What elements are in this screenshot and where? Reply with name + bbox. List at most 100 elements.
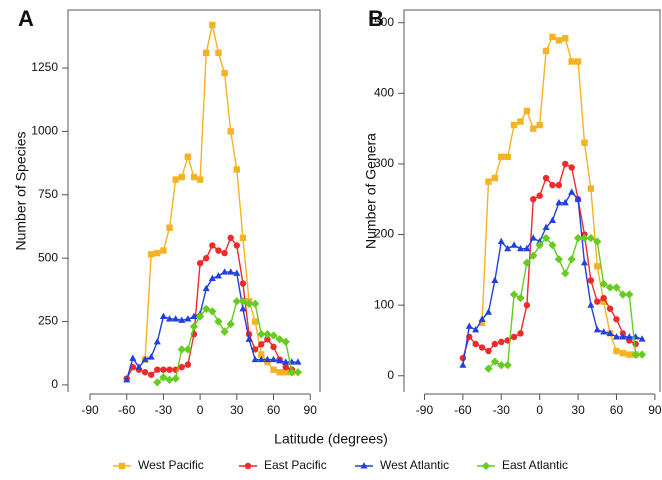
data-point xyxy=(517,118,524,125)
data-point xyxy=(141,355,149,363)
data-point xyxy=(613,347,620,355)
data-point xyxy=(548,240,557,250)
data-point xyxy=(282,363,289,371)
data-point xyxy=(465,322,473,329)
legend-label: West Atlantic xyxy=(380,458,449,472)
panel-label: B xyxy=(368,6,384,31)
data-point xyxy=(171,374,180,383)
data-point xyxy=(568,188,576,195)
data-point xyxy=(587,277,595,284)
data-point xyxy=(517,330,524,337)
data-point xyxy=(484,364,493,373)
data-point xyxy=(504,153,511,161)
x-tick-label: -30 xyxy=(155,403,173,417)
data-point xyxy=(147,353,155,360)
y-tick-label: 500 xyxy=(374,15,394,29)
data-point xyxy=(594,263,601,270)
data-point xyxy=(251,355,259,363)
data-point xyxy=(220,327,229,336)
data-point xyxy=(215,49,222,57)
data-point xyxy=(498,338,505,346)
data-point xyxy=(251,299,260,308)
data-point xyxy=(613,316,620,323)
data-point xyxy=(203,49,210,57)
data-point xyxy=(214,272,222,279)
data-point xyxy=(541,233,551,243)
data-point xyxy=(561,269,570,278)
data-point xyxy=(203,254,210,262)
data-point xyxy=(573,233,583,243)
x-tick-label: 0 xyxy=(536,403,543,417)
data-point xyxy=(263,330,272,339)
data-point xyxy=(258,351,265,358)
data-point xyxy=(239,234,247,242)
y-tick-label: 1000 xyxy=(31,124,58,138)
data-point xyxy=(555,37,563,44)
data-point xyxy=(147,251,155,258)
data-point xyxy=(587,185,595,192)
data-point xyxy=(233,166,241,173)
data-point xyxy=(159,373,168,382)
data-point xyxy=(606,305,614,312)
data-point xyxy=(612,333,620,340)
legend-label: East Pacific xyxy=(264,458,327,472)
panel-label: A xyxy=(18,6,34,31)
data-point xyxy=(293,368,303,377)
data-point xyxy=(638,335,646,342)
data-point xyxy=(135,363,143,370)
data-point xyxy=(227,128,234,135)
data-point xyxy=(542,223,550,231)
data-point xyxy=(214,317,223,326)
x-tick-label: -60 xyxy=(454,403,472,417)
data-point xyxy=(209,242,216,249)
data-point xyxy=(530,196,537,203)
data-point xyxy=(542,47,550,55)
data-point xyxy=(208,274,216,281)
data-point xyxy=(561,198,569,206)
data-point xyxy=(562,160,569,168)
data-point xyxy=(258,341,265,348)
data-point xyxy=(227,268,235,275)
data-point xyxy=(549,33,556,41)
y-tick-label: 0 xyxy=(51,377,58,391)
data-point xyxy=(600,328,608,335)
data-point xyxy=(263,355,271,363)
data-point xyxy=(178,316,186,323)
x-tick-label: 30 xyxy=(571,403,585,417)
data-point xyxy=(625,290,634,299)
plot-frame xyxy=(67,9,321,392)
data-point xyxy=(581,139,588,146)
data-point xyxy=(478,344,486,351)
data-point xyxy=(190,312,198,320)
y-axis-title: Number of Genera xyxy=(363,133,379,249)
data-point xyxy=(606,329,614,336)
data-point xyxy=(574,195,582,202)
y-tick-label: 200 xyxy=(374,227,394,241)
data-point xyxy=(586,233,596,243)
y-axis-title: Number of Species xyxy=(13,131,29,250)
data-point xyxy=(177,345,186,354)
x-tick-label: 60 xyxy=(610,403,624,417)
series-line xyxy=(126,236,293,379)
data-point xyxy=(593,326,601,333)
data-point xyxy=(536,121,543,129)
data-point xyxy=(239,280,247,287)
series-line xyxy=(462,162,637,359)
data-point xyxy=(269,355,278,363)
data-point xyxy=(257,355,265,363)
data-point xyxy=(491,174,499,182)
legend-marker xyxy=(244,462,252,470)
x-tick-label: -60 xyxy=(118,403,136,417)
data-point xyxy=(160,247,167,254)
data-point xyxy=(184,315,192,322)
data-point xyxy=(529,251,538,260)
data-point xyxy=(160,366,167,373)
data-point xyxy=(183,345,193,354)
data-point xyxy=(287,368,297,377)
data-point xyxy=(516,293,525,303)
data-point xyxy=(632,340,639,348)
data-point xyxy=(147,371,155,378)
data-point xyxy=(209,21,216,29)
x-tick-label: -30 xyxy=(493,403,511,417)
data-point xyxy=(202,284,210,292)
